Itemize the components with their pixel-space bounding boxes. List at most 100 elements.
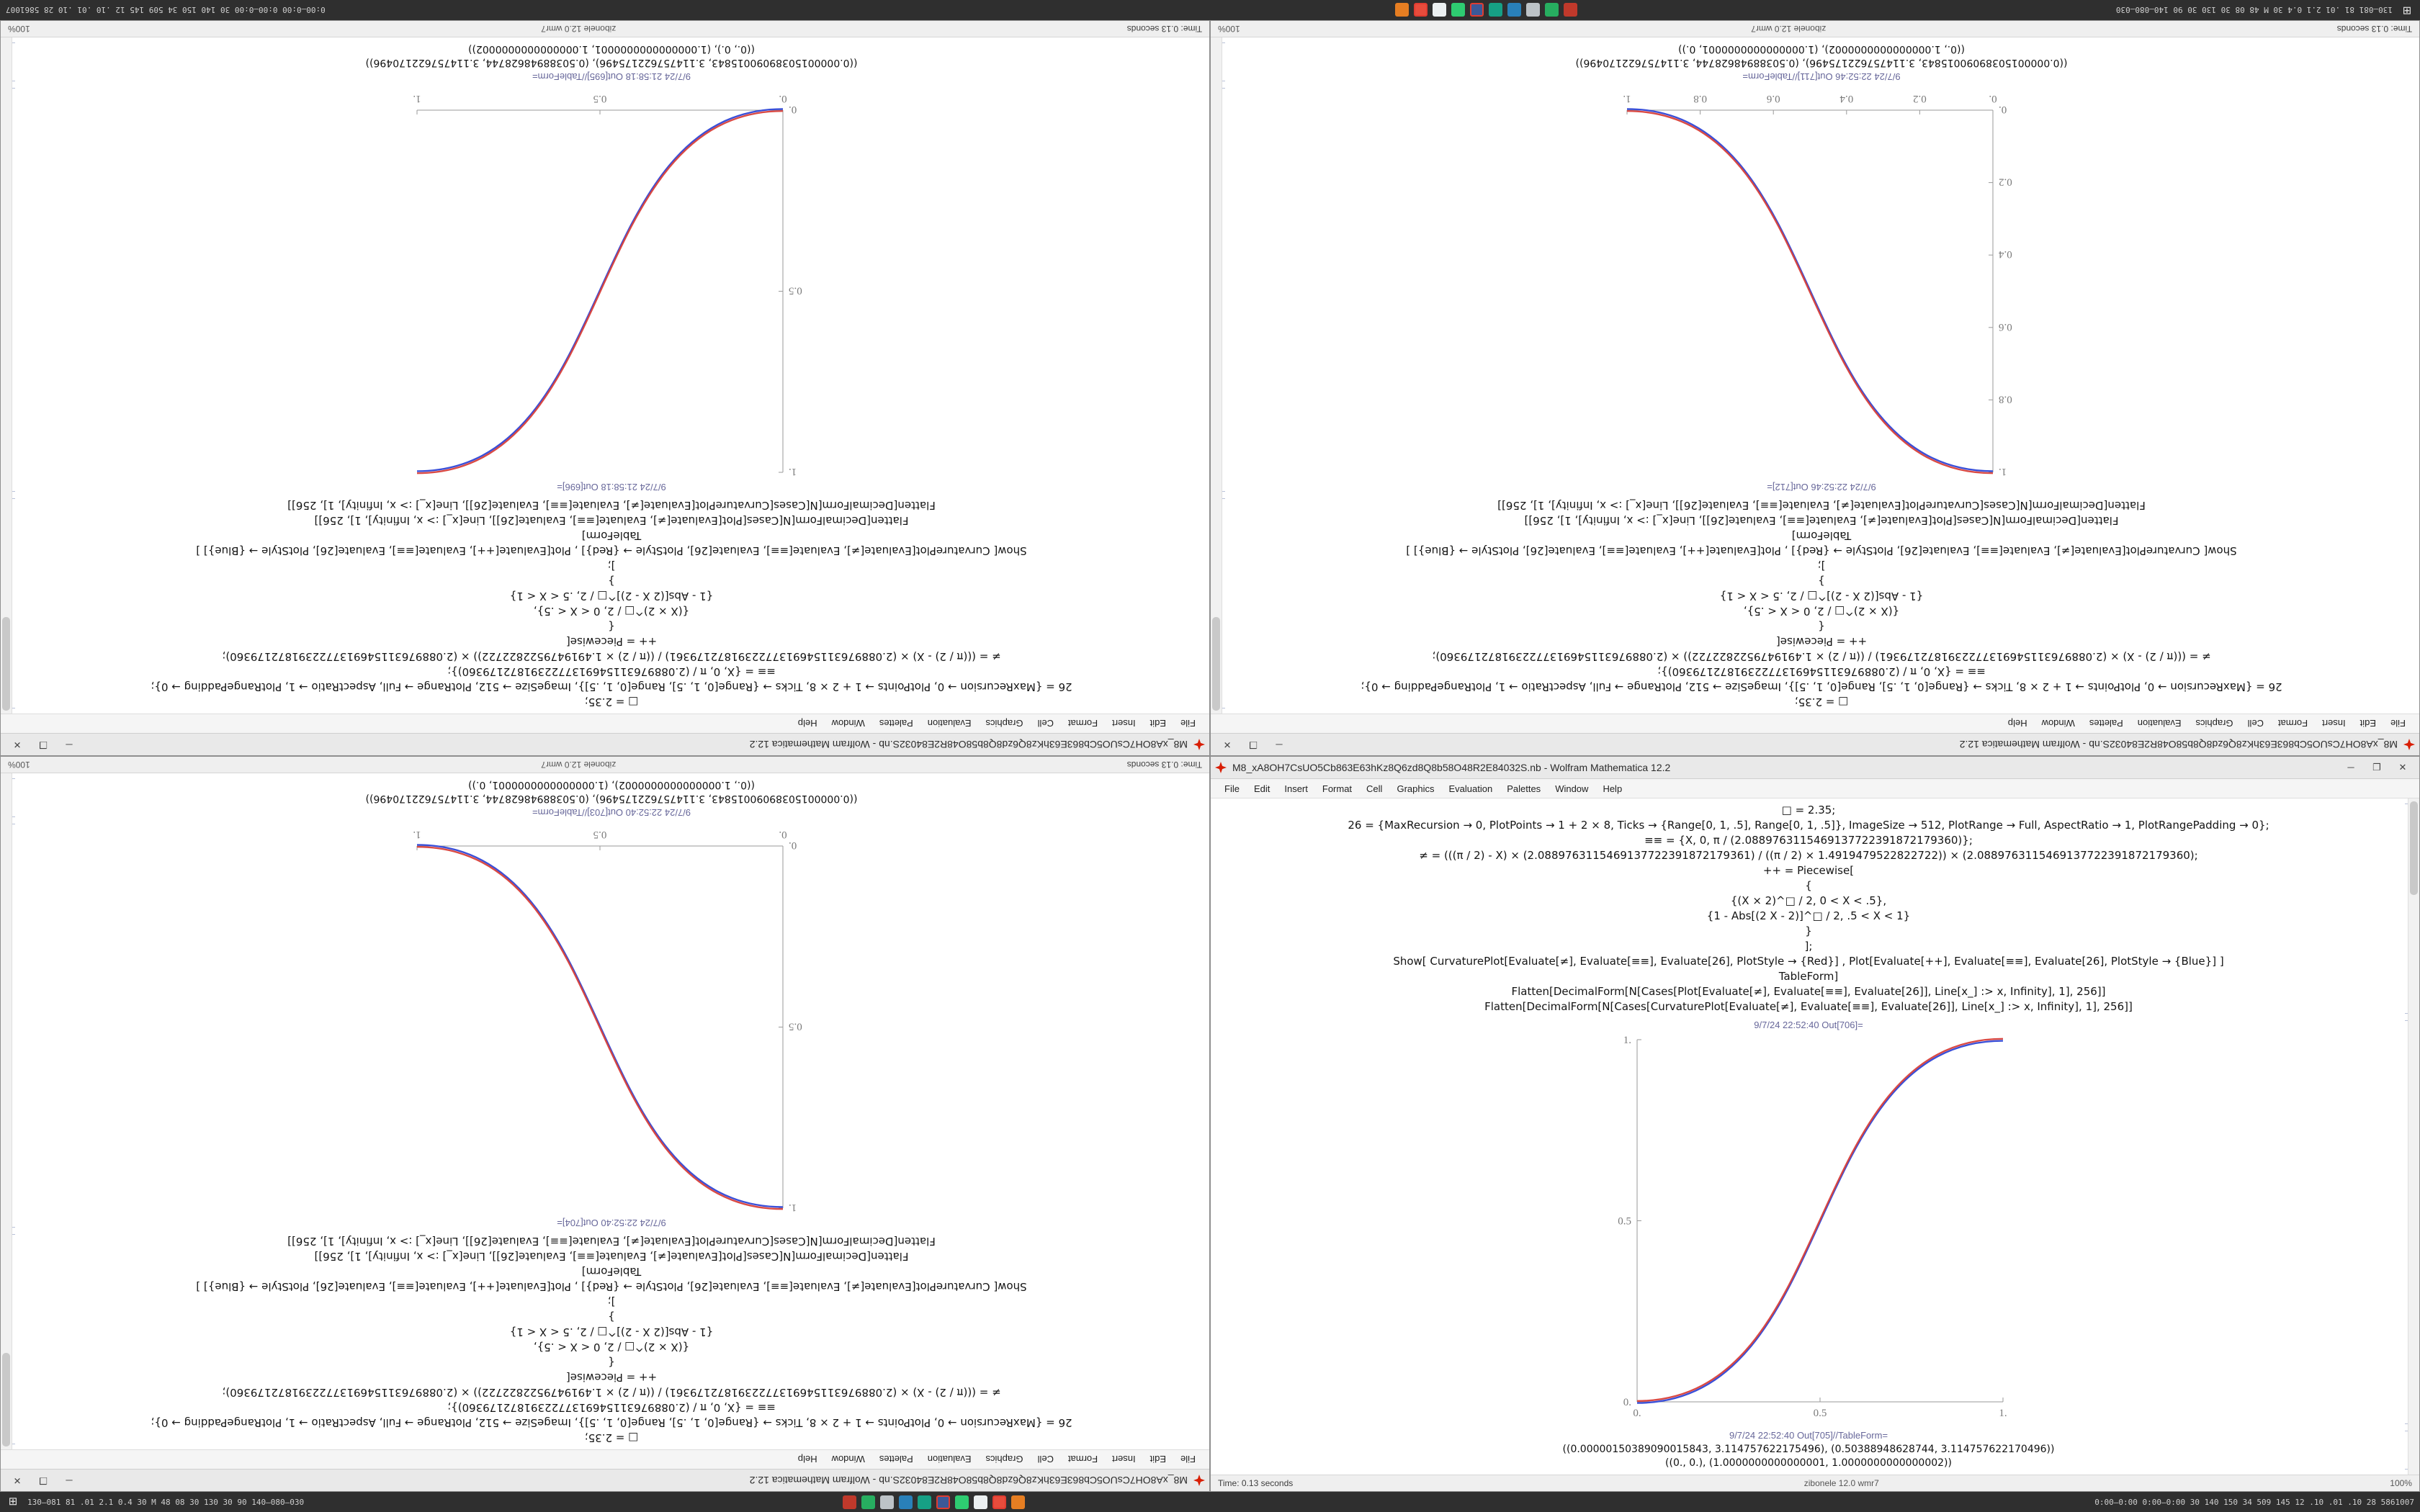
taskbar-app-orange-icon[interactable] <box>1010 1495 1025 1509</box>
menu-item[interactable]: Cell <box>1037 1454 1054 1465</box>
taskbar-app-gray-icon[interactable] <box>879 1495 894 1509</box>
vertical-scrollbar[interactable] <box>1 37 12 714</box>
vertical-scrollbar[interactable] <box>1 773 12 1449</box>
taskbar-app-white-icon[interactable] <box>1433 3 1447 17</box>
menu-item[interactable]: Insert <box>2322 718 2346 729</box>
window-buttons: ─ ❐ ✕ <box>5 1472 81 1489</box>
taskbar-app-red2-icon[interactable] <box>1414 3 1428 17</box>
menu-item[interactable]: File <box>1224 783 1240 794</box>
menu-item[interactable]: Format <box>1067 718 1098 729</box>
start-icon[interactable]: ⊞ <box>2402 4 2412 17</box>
menu-item[interactable]: Graphics <box>2195 718 2233 729</box>
vertical-scrollbar[interactable] <box>2408 798 2419 1475</box>
zoom-level[interactable]: 100% <box>8 24 30 34</box>
scrollbar-thumb[interactable] <box>2410 801 2418 895</box>
zoom-level[interactable]: 100% <box>2390 1478 2412 1488</box>
menu-item[interactable]: File <box>2390 718 2406 729</box>
titlebar[interactable]: M8_xA8OH7CsUO5Cb863E63hKz8Q6zd8Q8b58O48R… <box>1 1469 1209 1491</box>
maximize-button[interactable]: ❐ <box>39 739 48 750</box>
minimize-button[interactable]: ─ <box>66 739 73 750</box>
notebook-area[interactable]: □ = 2.35; 26 = {MaxRecursion → 0, PlotPoi… <box>1 37 1209 714</box>
taskbar-app-navy-icon[interactable] <box>1470 3 1484 17</box>
notebook-area[interactable]: □ = 2.35; 26 = {MaxRecursion → 0, PlotPoi… <box>1211 798 2419 1475</box>
menu-item[interactable]: Edit <box>1150 718 1167 729</box>
titlebar[interactable]: M8_xA8OH7CsUO5Cb863E63hKz8Q6zd8Q8b58O48R… <box>1 733 1209 755</box>
menu-item[interactable]: Format <box>1067 1454 1098 1465</box>
taskbar-app-green2-icon[interactable] <box>954 1495 969 1509</box>
menu-item[interactable]: Palettes <box>1507 783 1541 794</box>
menu-item[interactable]: File <box>1180 1454 1196 1465</box>
titlebar[interactable]: M8_xA8OH7CsUO5Cb863E63hKz8Q6zd8Q8b58O48R… <box>1211 757 2419 779</box>
minimize-button[interactable]: ─ <box>66 1475 73 1486</box>
taskbar-app-red-icon[interactable] <box>842 1495 856 1509</box>
taskbar-app-blue-icon[interactable] <box>1507 3 1522 17</box>
menu-item[interactable]: Cell <box>2247 718 2264 729</box>
scrollbar-thumb[interactable] <box>2 617 10 711</box>
menu-item[interactable]: Window <box>831 1454 865 1465</box>
taskbar-app-white-icon[interactable] <box>973 1495 987 1509</box>
minimize-button[interactable]: ─ <box>1276 739 1283 750</box>
titlebar[interactable]: M8_xA8OH7CsUO5Cb863E63hKz8Q6zd8Q8b58O48R… <box>1211 733 2419 755</box>
maximize-button[interactable]: ❐ <box>2372 762 2381 773</box>
input-cell[interactable]: □ = 2.35; 26 = {MaxRecursion → 0, PlotPoi… <box>1232 498 2411 709</box>
notebook-area[interactable]: □ = 2.35; 26 = {MaxRecursion → 0, PlotPoi… <box>1 773 1209 1449</box>
taskbar-app-green2-icon[interactable] <box>1451 3 1466 17</box>
menu-item[interactable]: Window <box>831 718 865 729</box>
menu-item[interactable]: Graphics <box>1397 783 1435 794</box>
menu-item[interactable]: Format <box>1322 783 1353 794</box>
close-button[interactable]: ✕ <box>1223 739 1232 750</box>
menu-item[interactable]: Graphics <box>985 1454 1023 1465</box>
menu-item[interactable]: Palettes <box>879 1454 913 1465</box>
menu-item[interactable]: File <box>1180 718 1196 729</box>
maximize-button[interactable]: ❐ <box>39 1475 48 1486</box>
menu-item[interactable]: Help <box>797 1454 817 1465</box>
close-button[interactable]: ✕ <box>2398 762 2407 773</box>
close-button[interactable]: ✕ <box>13 739 22 750</box>
taskbar-app-orange-icon[interactable] <box>1395 3 1410 17</box>
menu-item[interactable]: Format <box>2277 718 2308 729</box>
zoom-level[interactable]: 100% <box>8 760 30 770</box>
taskbar-app-blue-icon[interactable] <box>898 1495 913 1509</box>
taskbar-app-red-icon[interactable] <box>1564 3 1578 17</box>
menu-item[interactable]: Help <box>797 718 817 729</box>
vertical-scrollbar[interactable] <box>1211 37 1222 714</box>
input-cell[interactable]: □ = 2.35; 26 = {MaxRecursion → 0, PlotPoi… <box>1219 803 2411 1014</box>
maximize-button[interactable]: ❐ <box>1249 739 1258 750</box>
menu-item[interactable]: Evaluation <box>1448 783 1493 794</box>
taskbar-app-red2-icon[interactable] <box>992 1495 1006 1509</box>
menu-item[interactable]: Help <box>1603 783 1623 794</box>
menu-item[interactable]: Edit <box>1150 1454 1167 1465</box>
input-cell[interactable]: □ = 2.35; 26 = {MaxRecursion → 0, PlotPoi… <box>22 498 1201 709</box>
taskbar-app-green-icon[interactable] <box>1545 3 1559 17</box>
taskbar-app-navy-icon[interactable] <box>936 1495 950 1509</box>
menu-item[interactable]: Insert <box>1284 783 1308 794</box>
taskbar-app-teal-icon[interactable] <box>917 1495 931 1509</box>
scrollbar-thumb[interactable] <box>1212 617 1220 711</box>
menu-item[interactable]: Palettes <box>2089 718 2123 729</box>
input-cell[interactable]: □ = 2.35; 26 = {MaxRecursion → 0, PlotPoi… <box>22 1233 1201 1445</box>
menu-item[interactable]: Evaluation <box>927 718 972 729</box>
menu-item[interactable]: Graphics <box>985 718 1023 729</box>
menu-item[interactable]: Evaluation <box>927 1454 972 1465</box>
menu-item[interactable]: Edit <box>2360 718 2377 729</box>
minimize-button[interactable]: ─ <box>2347 762 2354 773</box>
scrollbar-thumb[interactable] <box>2 1353 10 1446</box>
taskbar-app-green-icon[interactable] <box>861 1495 875 1509</box>
menu-item[interactable]: Insert <box>1112 718 1136 729</box>
cell-label: 9/7/24 21:58:18 Out[695]//TableForm= <box>532 71 691 82</box>
menu-item[interactable]: Window <box>2041 718 2075 729</box>
zoom-level[interactable]: 100% <box>1218 24 1240 34</box>
menu-item[interactable]: Cell <box>1037 718 1054 729</box>
taskbar-app-gray-icon[interactable] <box>1526 3 1541 17</box>
menu-item[interactable]: Cell <box>1366 783 1383 794</box>
menu-item[interactable]: Insert <box>1112 1454 1136 1465</box>
menu-item[interactable]: Window <box>1555 783 1589 794</box>
menu-item[interactable]: Help <box>2007 718 2027 729</box>
notebook-area[interactable]: □ = 2.35; 26 = {MaxRecursion → 0, PlotPoi… <box>1211 37 2419 714</box>
taskbar-app-teal-icon[interactable] <box>1489 3 1503 17</box>
menu-item[interactable]: Evaluation <box>2137 718 2182 729</box>
close-button[interactable]: ✕ <box>13 1475 22 1486</box>
menu-item[interactable]: Palettes <box>879 718 913 729</box>
start-icon[interactable]: ⊞ <box>8 1495 18 1508</box>
menu-item[interactable]: Edit <box>1253 783 1270 794</box>
